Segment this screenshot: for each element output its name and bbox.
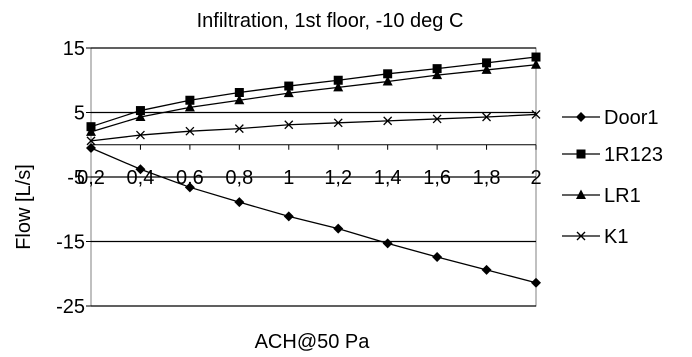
data-point-k1	[234, 124, 244, 134]
x-tick-label: 1,6	[423, 167, 451, 189]
legend-marker-k1	[576, 231, 586, 241]
x-tick-label: 1,4	[374, 167, 402, 189]
data-point-door1	[184, 182, 195, 193]
x-tick-label: 0,4	[127, 167, 155, 189]
legend-label-lr1: LR1	[604, 185, 641, 207]
x-tick-label: 1,8	[473, 167, 501, 189]
data-point-k1	[482, 112, 492, 122]
data-point-1r123	[234, 88, 244, 98]
x-axis-label: ACH@50 Pa	[255, 331, 371, 353]
data-point-1r123	[432, 64, 442, 74]
data-point-door1	[86, 142, 96, 153]
chart-title: Infiltration, 1st floor, -10 deg C	[197, 10, 464, 32]
data-point-k1	[185, 126, 195, 136]
legend-label-door1: Door1	[604, 107, 658, 129]
legend-label-1r123: 1R123	[604, 144, 663, 166]
data-point-lr1	[333, 81, 344, 92]
data-point-door1	[333, 223, 344, 234]
data-point-door1	[382, 238, 393, 249]
series-line-1r123	[90, 56, 537, 128]
x-tick-label: 2	[530, 167, 541, 189]
y-tick-label: 5	[74, 103, 85, 125]
data-point-k1	[432, 114, 442, 124]
data-point-1r123	[383, 69, 393, 79]
data-point-lr1	[481, 64, 492, 74]
series-line-lr1	[90, 64, 537, 133]
series-line-door1	[90, 147, 537, 284]
x-tick-label: 0,6	[176, 167, 204, 189]
data-point-door1	[432, 251, 443, 262]
data-point-door1	[135, 164, 146, 175]
legend-marker-1r123	[576, 149, 586, 159]
data-point-lr1	[234, 94, 245, 105]
x-tick-label: 1,2	[324, 167, 352, 189]
data-point-1r123	[333, 75, 343, 85]
legend-marker-door1	[576, 112, 586, 122]
x-tick-label: 0,8	[225, 167, 253, 189]
data-point-k1	[531, 109, 541, 119]
data-point-k1	[284, 120, 294, 130]
legend-marker-lr1	[576, 189, 586, 199]
data-point-k1	[135, 130, 145, 140]
y-tick-label: -25	[56, 296, 85, 318]
data-point-lr1	[283, 87, 294, 98]
data-point-door1	[531, 277, 541, 288]
data-point-lr1	[432, 69, 443, 80]
data-point-lr1	[382, 76, 393, 86]
series-line-k1	[90, 113, 537, 142]
data-point-lr1	[531, 59, 541, 69]
data-point-door1	[283, 211, 294, 222]
data-point-1r123	[185, 95, 195, 105]
y-tick-label: -15	[56, 232, 85, 254]
data-point-k1	[333, 118, 343, 128]
data-point-k1	[383, 116, 393, 126]
y-tick-label: -5	[67, 167, 85, 189]
data-point-lr1	[135, 111, 146, 122]
data-point-1r123	[531, 52, 541, 62]
x-tick-label: 1	[283, 167, 294, 189]
y-tick-label: 15	[63, 38, 85, 60]
y-axis-label: Flow [L/s]	[13, 164, 35, 250]
data-point-door1	[234, 197, 245, 208]
data-point-door1	[481, 264, 492, 275]
x-tick-label: 0,2	[77, 167, 105, 189]
data-point-1r123	[284, 81, 294, 91]
data-point-1r123	[135, 106, 145, 116]
legend-label-k1: K1	[604, 226, 628, 248]
data-point-lr1	[86, 126, 96, 136]
data-point-k1	[86, 136, 96, 146]
data-point-1r123	[482, 58, 492, 68]
data-point-lr1	[184, 101, 195, 112]
